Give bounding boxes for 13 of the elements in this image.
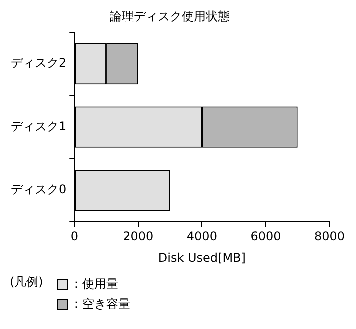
y-tick-label: ディスク2 <box>10 56 67 70</box>
legend-label: ：使用量 <box>70 276 118 292</box>
legend-label: ：空き容量 <box>70 296 130 312</box>
chart-title: 論理ディスク使用状態 <box>110 9 230 24</box>
x-tick-label: 8000 <box>314 230 346 244</box>
x-axis-title: Disk Used[MB] <box>158 250 246 265</box>
y-tick-label: ディスク1 <box>10 119 67 134</box>
legend-title: (凡例) <box>10 274 44 291</box>
x-tick-label: 2000 <box>123 230 154 244</box>
x-tick-label: 0 <box>70 230 78 244</box>
x-tick-label: 6000 <box>250 230 282 244</box>
y-tick-label: ディスク0 <box>10 182 67 197</box>
x-tick-label: 4000 <box>186 230 218 244</box>
